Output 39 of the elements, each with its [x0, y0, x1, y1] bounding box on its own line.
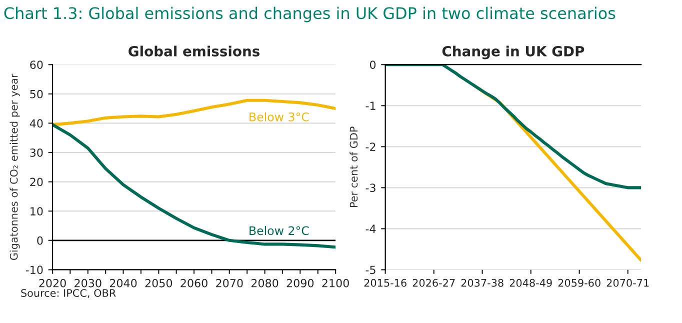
x-tick-label: 2040 — [110, 278, 137, 288]
y-tick-label: -5 — [366, 266, 376, 274]
x-tick-label: 2026-27 — [412, 278, 455, 287]
y-tick-label: 0 — [37, 236, 43, 245]
y-tick-label: -4 — [366, 224, 376, 233]
caption: Chart 1.3: Global emissions and changes in UK GDP in two climate scenarios — [4, 6, 616, 22]
y-tick-label: 60 — [30, 60, 43, 69]
chart-title: Global emissions — [128, 46, 260, 56]
chart-title: Change in UK GDP — [442, 46, 584, 60]
x-tick-label: 2020 — [39, 278, 66, 288]
x-tick-label: 2070 — [216, 278, 243, 288]
x-tick-label: 2048-49 — [510, 278, 552, 287]
line-series — [52, 123, 336, 249]
line-series — [52, 98, 336, 126]
series-label: Below 2°C — [250, 226, 309, 236]
source-note: Source: IPCC, OBR — [21, 289, 116, 298]
x-tick-label: 2050 — [145, 278, 172, 288]
x-tick-label: 2070-71 — [606, 278, 649, 287]
y-axis-title: Gigatonnes of CO₂ emitted per year — [10, 74, 20, 260]
y-tick-label: -1 — [366, 102, 376, 110]
y-axis-title: Per cent of GDP — [350, 126, 358, 208]
x-tick-label: 2037-38 — [461, 278, 504, 287]
x-tick-label: 2100 — [322, 278, 349, 288]
y-tick-label: -3 — [366, 184, 376, 192]
y-tick-label: 30 — [30, 148, 43, 157]
y-tick-label: -10 — [26, 266, 43, 274]
x-tick-label: 2080 — [251, 278, 278, 288]
y-tick-label: -2 — [366, 142, 376, 151]
x-tick-label: 2090 — [286, 278, 314, 288]
y-tick-label: 50 — [30, 90, 43, 98]
x-tick-label: 2060 — [180, 278, 208, 288]
y-tick-label: 0 — [370, 60, 376, 69]
y-tick-label: 40 — [30, 119, 43, 128]
x-tick-label: 2059-60 — [558, 278, 600, 287]
y-tick-label: 10 — [30, 207, 43, 216]
series-label: Below 3°C — [250, 112, 309, 122]
x-tick-label: 2030 — [74, 278, 102, 288]
y-tick-label: 20 — [30, 178, 43, 186]
x-tick-label: 2015-16 — [364, 278, 406, 287]
